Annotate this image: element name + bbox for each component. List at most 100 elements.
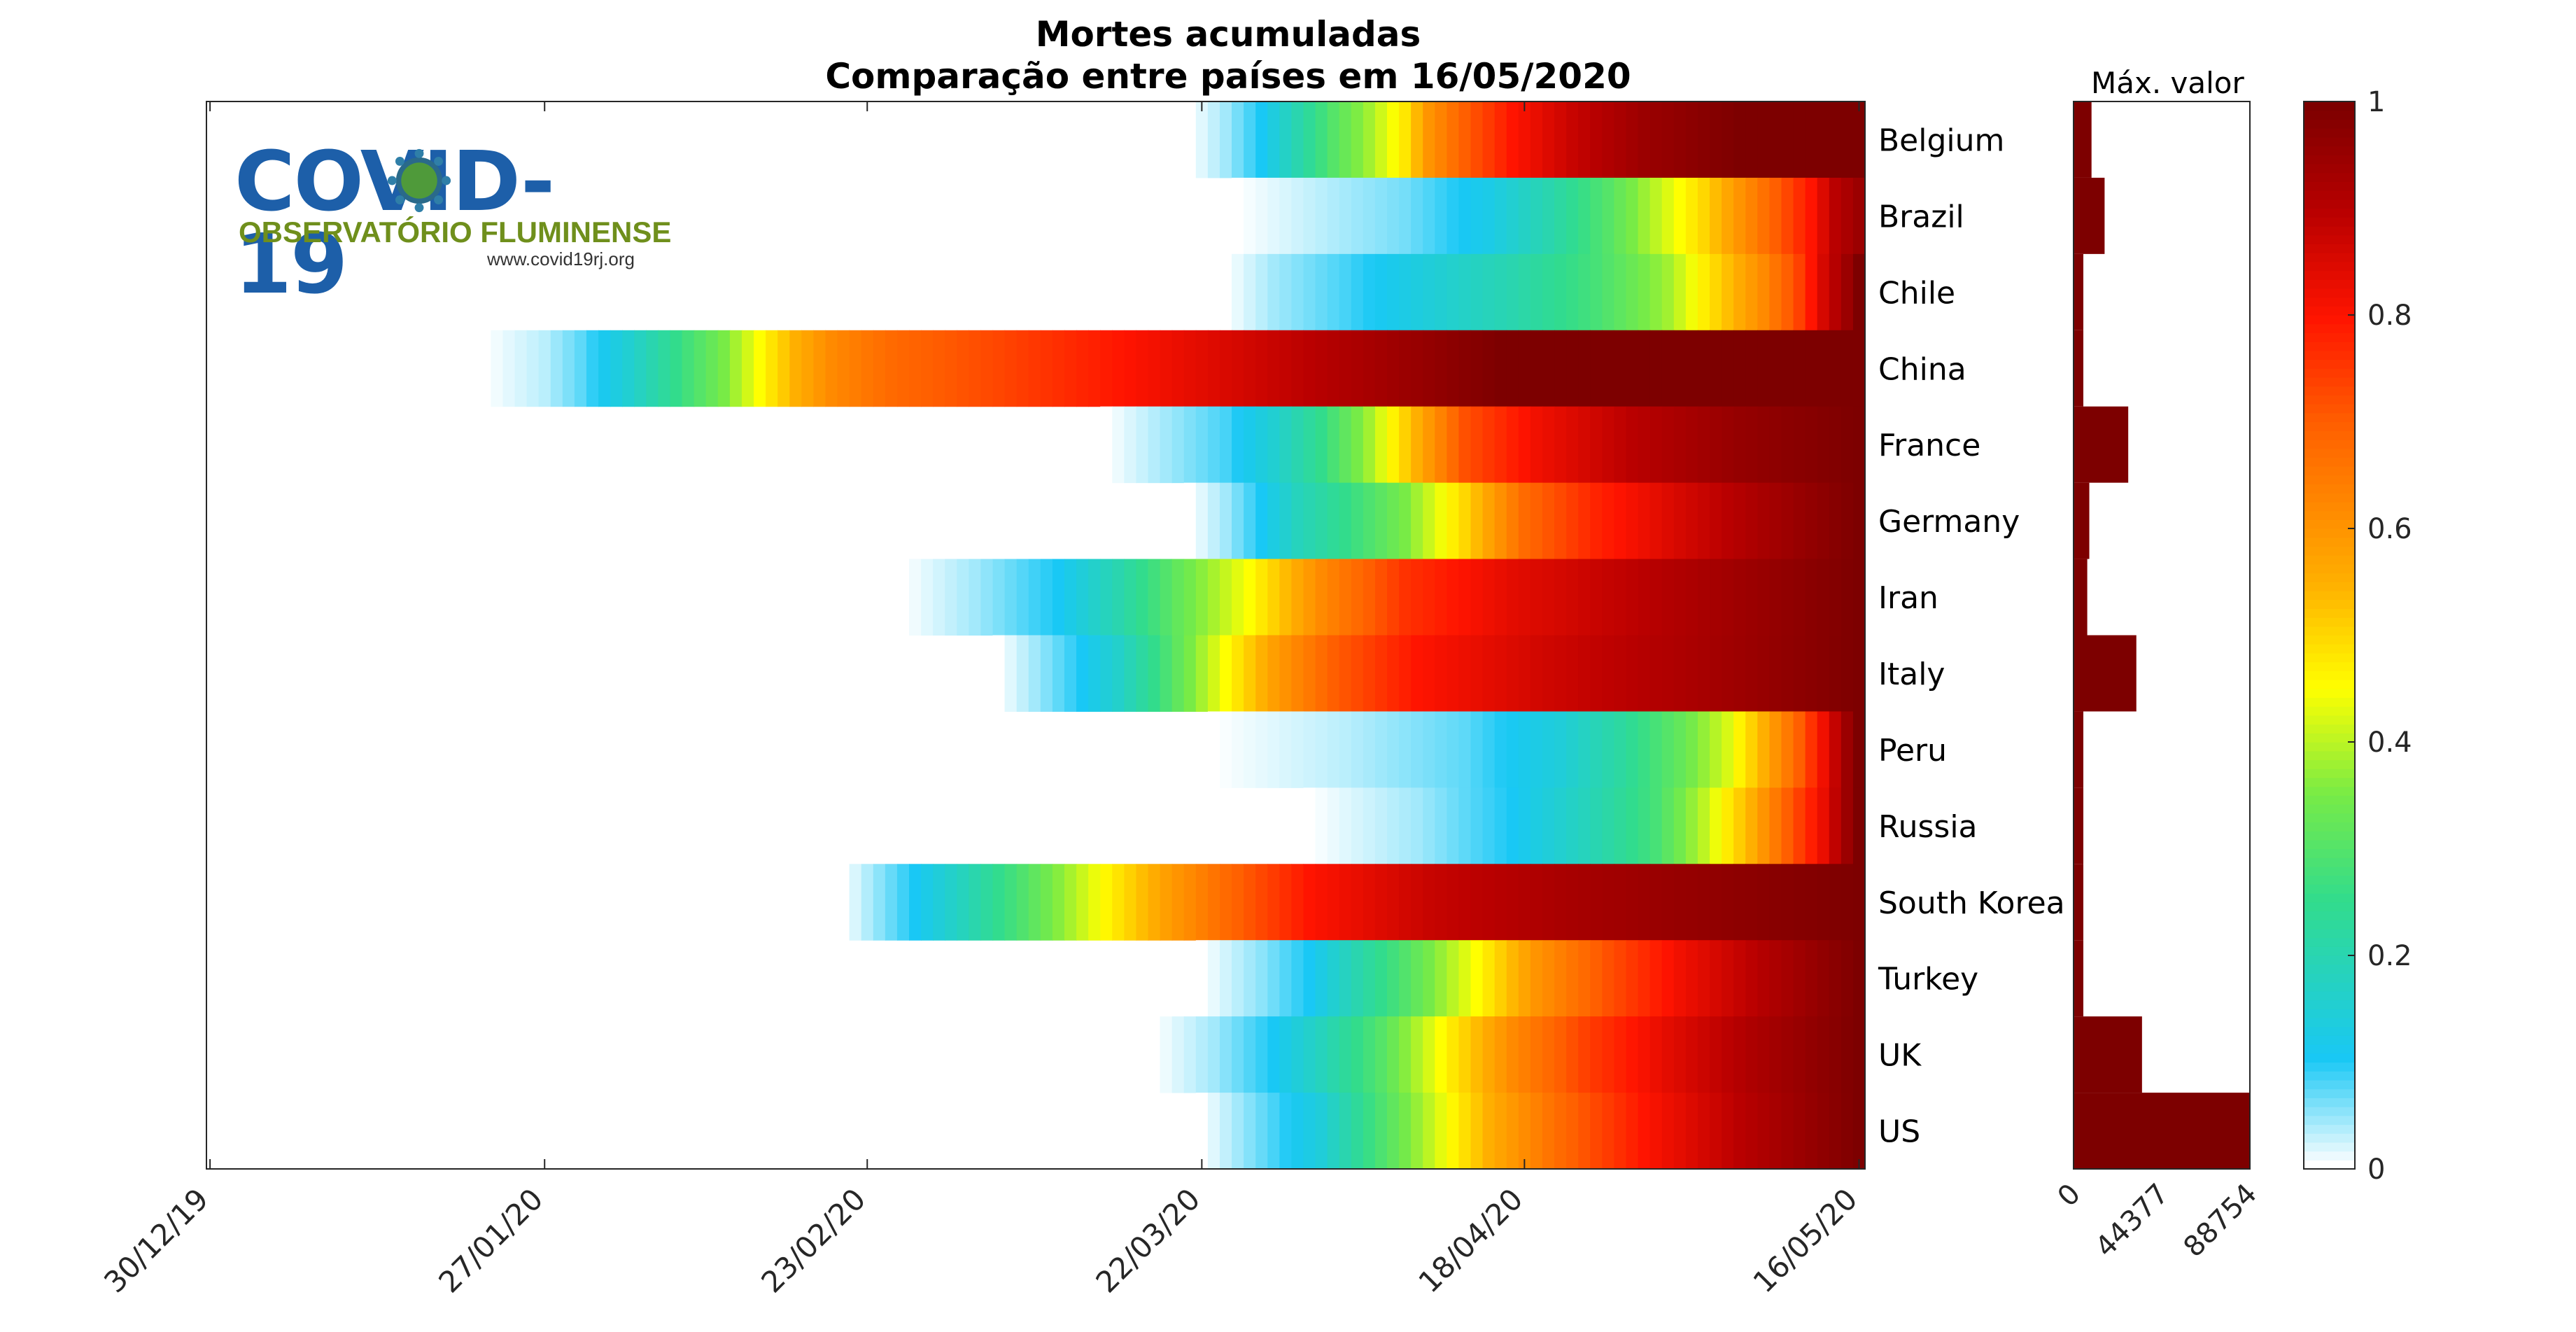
heatmap-cell xyxy=(1578,253,1591,331)
heatmap-cell xyxy=(1291,330,1304,407)
colorbar-cell xyxy=(2304,163,2355,174)
heatmap-cell xyxy=(1435,1093,1447,1170)
heatmap-cell xyxy=(1423,253,1435,331)
heatmap-cell xyxy=(1411,864,1423,941)
heatmap-cell xyxy=(1232,177,1244,255)
colorbar-cell xyxy=(2304,599,2355,609)
heatmap-cell xyxy=(837,330,850,407)
heatmap-cell xyxy=(1697,330,1710,407)
heatmap-cell xyxy=(1315,864,1328,941)
heatmap-cell xyxy=(1673,1016,1687,1093)
heatmap-cell xyxy=(1840,635,1854,712)
heatmap-cell xyxy=(1638,253,1651,331)
heatmap-cell xyxy=(1757,406,1770,484)
heatmap-cell xyxy=(1685,1093,1698,1170)
heatmap-cell xyxy=(1004,330,1018,407)
heatmap-cell xyxy=(1745,101,1758,178)
colorbar-cell xyxy=(2304,190,2355,200)
heatmap-cell xyxy=(1817,253,1830,331)
heatmap-cell xyxy=(1649,1016,1663,1093)
heatmap-cell xyxy=(1518,406,1531,484)
country-label: UK xyxy=(1878,1038,1922,1074)
heatmap-cell xyxy=(1805,1093,1818,1170)
heatmap-cell xyxy=(1745,177,1758,255)
heatmap-cell xyxy=(1829,101,1842,178)
heatmap-cell xyxy=(1374,711,1388,788)
heatmap-cell xyxy=(1363,253,1376,331)
heatmap-cell xyxy=(1411,1016,1423,1093)
heatmap-cell xyxy=(1255,330,1268,407)
heatmap-cell xyxy=(1626,711,1639,788)
heatmap-cell xyxy=(1100,864,1113,941)
heatmap-cell xyxy=(1315,787,1328,864)
heatmap-cell xyxy=(1291,482,1304,560)
colorbar-cell xyxy=(2304,911,2355,920)
heatmap-cell xyxy=(1399,253,1412,331)
heatmap-cell xyxy=(1303,1093,1316,1170)
heatmap-cell xyxy=(1554,1016,1567,1093)
colorbar-cell xyxy=(2304,688,2355,699)
heatmap-cell xyxy=(1327,635,1340,712)
heatmap-cell xyxy=(1745,711,1758,788)
heatmap-cell xyxy=(1482,406,1495,484)
heatmap-cell xyxy=(1435,101,1447,178)
max-value-bar xyxy=(2074,1016,2142,1093)
max-value-bar xyxy=(2074,482,2090,559)
heatmap-cell xyxy=(992,559,1006,636)
heatmap-cell xyxy=(1052,559,1065,636)
heatmap-cell xyxy=(1781,787,1794,864)
heatmap-cell xyxy=(1435,330,1447,407)
heatmap-cell xyxy=(1793,406,1806,484)
heatmap-cell xyxy=(1244,406,1256,484)
heatmap-cell xyxy=(1852,635,1866,712)
heatmap-cell xyxy=(1733,1093,1746,1170)
heatmap-cell xyxy=(1148,406,1161,484)
heatmap-cell xyxy=(1829,711,1842,788)
heatmap-cell xyxy=(1267,253,1280,331)
heatmap-cell xyxy=(1482,101,1495,178)
heatmap-cell xyxy=(1363,559,1376,636)
colorbar-cell xyxy=(2304,261,2355,272)
heatmap-cell xyxy=(1267,635,1280,712)
heatmap-cell xyxy=(1578,330,1591,407)
heatmap-cell xyxy=(1697,101,1710,178)
heatmap-cell xyxy=(1805,253,1818,331)
heatmap-cell xyxy=(1745,330,1758,407)
heatmap-cell xyxy=(1363,940,1376,1017)
colorbar-cell xyxy=(2304,395,2355,405)
heatmap-cell xyxy=(479,330,491,407)
heatmap-cell xyxy=(1829,253,1842,331)
heatmap-cell xyxy=(1554,635,1567,712)
heatmap-cell xyxy=(1781,1016,1794,1093)
heatmap-cell xyxy=(1590,711,1603,788)
heatmap-cell xyxy=(1649,177,1663,255)
heatmap-cell xyxy=(1016,864,1029,941)
colorbar-cell xyxy=(2304,288,2355,298)
heatmap-cell xyxy=(1411,787,1423,864)
colorbar-cell xyxy=(2304,608,2355,618)
heatmap-cell xyxy=(896,559,910,636)
heatmap-cell xyxy=(1160,406,1173,484)
colorbar-cell xyxy=(2304,982,2355,992)
heatmap-cell xyxy=(1638,864,1651,941)
covid19-logo: COVID-19 OBSERVATÓRIO FLUMINENSE www.cov… xyxy=(234,140,671,305)
colorbar-cell xyxy=(2304,857,2355,867)
heatmap-cell xyxy=(634,330,647,407)
heatmap-cell xyxy=(896,330,910,407)
heatmap-cell xyxy=(873,330,886,407)
colorbar-cell xyxy=(2304,769,2355,778)
heatmap-cell xyxy=(1219,864,1232,941)
heatmap-cell xyxy=(1482,559,1495,636)
heatmap-cell xyxy=(1638,101,1651,178)
colorbar-cell xyxy=(2304,208,2355,218)
country-label: Italy xyxy=(1878,657,1945,692)
heatmap-cell xyxy=(1626,1016,1639,1093)
heatmap-cell xyxy=(1351,1016,1364,1093)
heatmap-cell xyxy=(1494,253,1507,331)
logo-subtitle: OBSERVATÓRIO FLUMINENSE xyxy=(239,216,672,248)
heatmap-cell xyxy=(1171,406,1185,484)
heatmap-cell xyxy=(1745,406,1758,484)
heatmap-cell xyxy=(1339,1093,1352,1170)
heatmap-cell xyxy=(1745,253,1758,331)
heatmap-cell xyxy=(1614,1093,1627,1170)
